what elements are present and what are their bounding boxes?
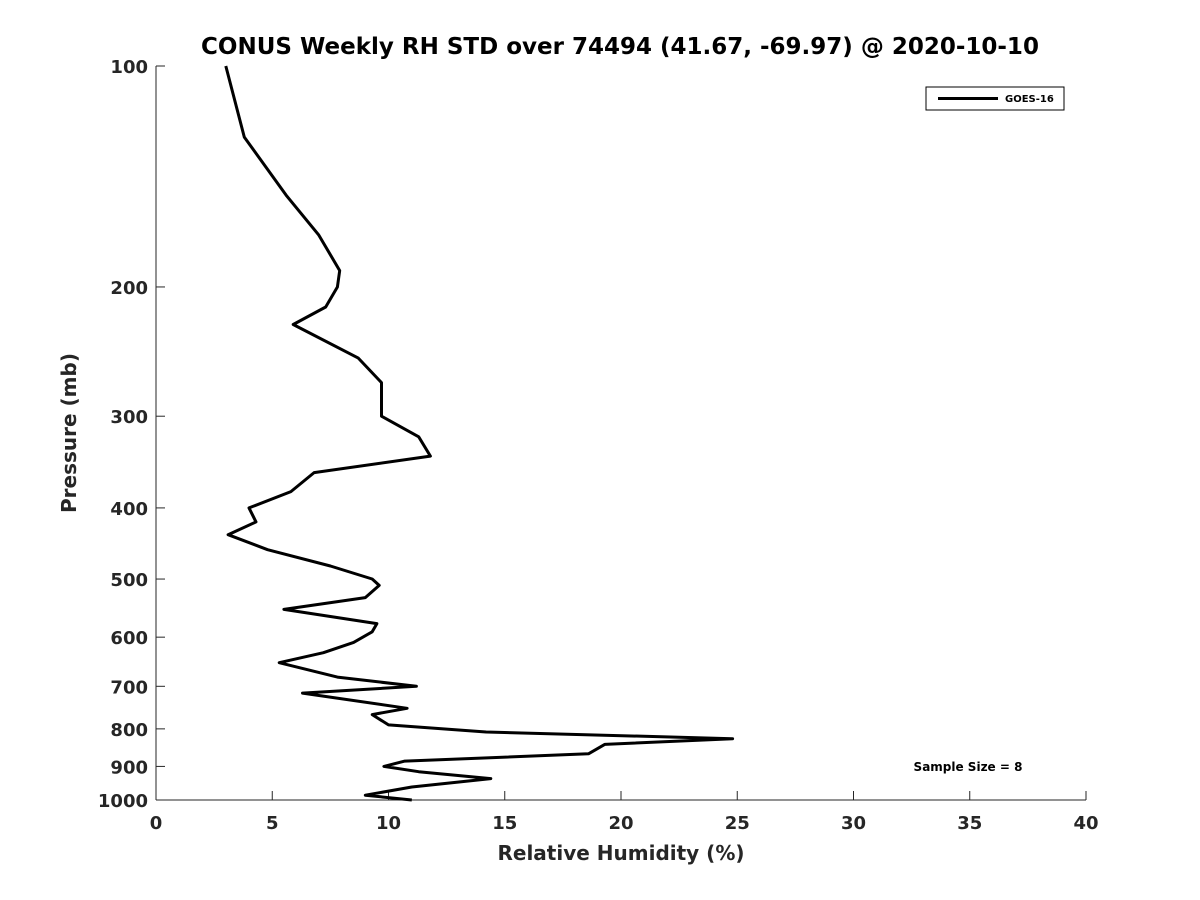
x-tick-label: 40 (1073, 813, 1098, 834)
y-axis-ticks: 100 200 300 400 500 600 700 800 900 1000 (98, 57, 165, 812)
x-tick-label: 0 (150, 813, 163, 834)
y-tick-label: 200 (110, 278, 148, 299)
x-axis-ticks: 0 5 10 15 20 25 30 35 40 (150, 791, 1099, 834)
y-tick-label: 700 (110, 677, 148, 698)
legend: GOES-16 (925, 86, 1065, 111)
x-tick-label: 5 (266, 813, 279, 834)
x-tick-label: 25 (725, 813, 750, 834)
x-axis-label: Relative Humidity (%) (497, 841, 744, 865)
x-tick-label: 35 (957, 813, 982, 834)
chart-title: CONUS Weekly RH STD over 74494 (41.67, -… (201, 34, 1039, 60)
y-tick-label: 1000 (98, 791, 148, 812)
y-tick-label: 900 (110, 757, 148, 778)
y-tick-label: 100 (110, 57, 148, 78)
legend-label-goes-16: GOES-16 (1005, 94, 1054, 105)
y-tick-label: 800 (110, 720, 148, 741)
sample-size-annotation: Sample Size = 8 (914, 760, 1023, 774)
y-tick-label: 400 (110, 499, 148, 520)
x-tick-label: 20 (608, 813, 633, 834)
y-tick-label: 300 (110, 407, 148, 428)
x-tick-label: 30 (841, 813, 866, 834)
series-line-goes-16 (224, 65, 735, 802)
y-tick-label: 500 (110, 570, 148, 591)
x-tick-label: 10 (376, 813, 401, 834)
y-axis-label: Pressure (mb) (57, 353, 81, 513)
x-tick-label: 15 (492, 813, 517, 834)
y-tick-label: 600 (110, 628, 148, 649)
